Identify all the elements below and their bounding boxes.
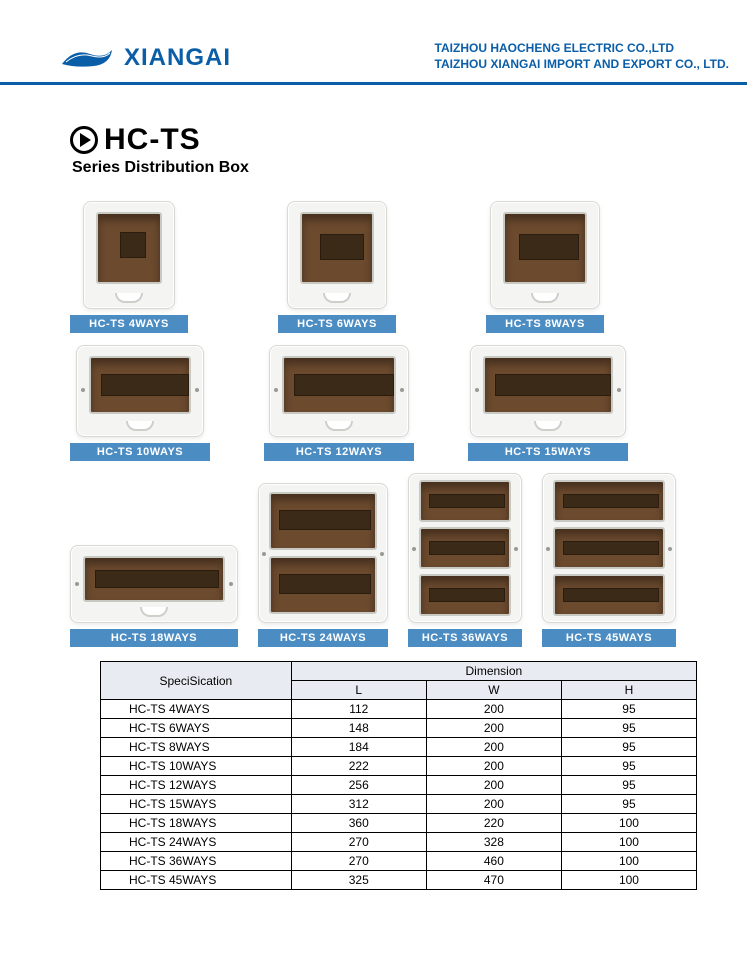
title-block: HC-TS Series Distribution Box <box>0 85 747 183</box>
caption-10ways: HC-TS 10WAYS <box>70 443 210 461</box>
table-row: HC-TS 8WAYS18420095 <box>101 738 697 757</box>
cell-H: 95 <box>561 795 696 814</box>
company-block: TAIZHOU HAOCHENG ELECTRIC CO.,LTD TAIZHO… <box>435 40 729 72</box>
cell-L: 312 <box>291 795 426 814</box>
series-code: HC-TS <box>104 123 201 157</box>
cell-model: HC-TS 8WAYS <box>101 738 292 757</box>
cell-H: 100 <box>561 833 696 852</box>
caption-12ways: HC-TS 12WAYS <box>264 443 414 461</box>
spec-table-wrap: SpeciSication Dimension L W H HC-TS 4WAY… <box>0 647 747 890</box>
cell-W: 200 <box>426 795 561 814</box>
table-row: HC-TS 45WAYS325470100 <box>101 871 697 890</box>
product-12ways: HC-TS 12WAYS <box>264 345 414 461</box>
cell-W: 200 <box>426 757 561 776</box>
play-circle-icon <box>70 126 98 154</box>
col-spec: SpeciSication <box>101 662 292 700</box>
brand: XIANGAI <box>60 44 231 72</box>
cell-W: 200 <box>426 700 561 719</box>
cell-H: 95 <box>561 757 696 776</box>
company-line-2: TAIZHOU XIANGAI IMPORT AND EXPORT CO., L… <box>435 56 729 72</box>
product-4ways: HC-TS 4WAYS <box>70 201 188 333</box>
caption-4ways: HC-TS 4WAYS <box>70 315 188 333</box>
cell-W: 460 <box>426 852 561 871</box>
cell-W: 470 <box>426 871 561 890</box>
cell-model: HC-TS 10WAYS <box>101 757 292 776</box>
col-dimension: Dimension <box>291 662 696 681</box>
cell-W: 220 <box>426 814 561 833</box>
product-6ways: HC-TS 6WAYS <box>278 201 396 333</box>
cell-H: 95 <box>561 776 696 795</box>
table-row: HC-TS 4WAYS11220095 <box>101 700 697 719</box>
col-W: W <box>426 681 561 700</box>
cell-model: HC-TS 15WAYS <box>101 795 292 814</box>
caption-8ways: HC-TS 8WAYS <box>486 315 604 333</box>
company-line-1: TAIZHOU HAOCHENG ELECTRIC CO.,LTD <box>435 40 729 56</box>
caption-24ways: HC-TS 24WAYS <box>258 629 388 647</box>
cell-model: HC-TS 6WAYS <box>101 719 292 738</box>
cell-L: 222 <box>291 757 426 776</box>
cell-model: HC-TS 24WAYS <box>101 833 292 852</box>
cell-model: HC-TS 12WAYS <box>101 776 292 795</box>
cell-L: 112 <box>291 700 426 719</box>
brand-name: XIANGAI <box>124 44 231 72</box>
product-45ways: HC-TS 45WAYS <box>542 473 676 647</box>
cell-L: 148 <box>291 719 426 738</box>
table-row: HC-TS 24WAYS270328100 <box>101 833 697 852</box>
cell-L: 256 <box>291 776 426 795</box>
cell-model: HC-TS 4WAYS <box>101 700 292 719</box>
cell-model: HC-TS 18WAYS <box>101 814 292 833</box>
series-subtitle: Series Distribution Box <box>72 159 747 177</box>
spec-table: SpeciSication Dimension L W H HC-TS 4WAY… <box>100 661 697 890</box>
table-row: HC-TS 10WAYS22220095 <box>101 757 697 776</box>
page-header: XIANGAI TAIZHOU HAOCHENG ELECTRIC CO.,LT… <box>0 0 747 80</box>
cell-H: 95 <box>561 719 696 738</box>
table-row: HC-TS 18WAYS360220100 <box>101 814 697 833</box>
cell-L: 270 <box>291 833 426 852</box>
cell-model: HC-TS 36WAYS <box>101 852 292 871</box>
table-row: HC-TS 36WAYS270460100 <box>101 852 697 871</box>
cell-H: 100 <box>561 814 696 833</box>
table-row: HC-TS 12WAYS25620095 <box>101 776 697 795</box>
caption-15ways: HC-TS 15WAYS <box>468 443 628 461</box>
cell-W: 200 <box>426 776 561 795</box>
table-row: HC-TS 6WAYS14820095 <box>101 719 697 738</box>
brand-logo-icon <box>60 44 114 72</box>
cell-W: 200 <box>426 738 561 757</box>
cell-H: 100 <box>561 871 696 890</box>
col-H: H <box>561 681 696 700</box>
cell-H: 100 <box>561 852 696 871</box>
product-18ways: HC-TS 18WAYS <box>70 545 238 647</box>
table-row: HC-TS 15WAYS31220095 <box>101 795 697 814</box>
product-8ways: HC-TS 8WAYS <box>486 201 604 333</box>
col-L: L <box>291 681 426 700</box>
product-36ways: HC-TS 36WAYS <box>408 473 522 647</box>
caption-18ways: HC-TS 18WAYS <box>70 629 238 647</box>
cell-L: 270 <box>291 852 426 871</box>
product-grid: HC-TS 4WAYS HC-TS 6WAYS HC-TS 8WAYS <box>0 183 747 647</box>
product-15ways: HC-TS 15WAYS <box>468 345 628 461</box>
cell-L: 184 <box>291 738 426 757</box>
cell-L: 325 <box>291 871 426 890</box>
cell-L: 360 <box>291 814 426 833</box>
cell-H: 95 <box>561 700 696 719</box>
caption-6ways: HC-TS 6WAYS <box>278 315 396 333</box>
caption-36ways: HC-TS 36WAYS <box>408 629 522 647</box>
product-24ways: HC-TS 24WAYS <box>258 483 388 647</box>
cell-W: 328 <box>426 833 561 852</box>
cell-model: HC-TS 45WAYS <box>101 871 292 890</box>
cell-H: 95 <box>561 738 696 757</box>
cell-W: 200 <box>426 719 561 738</box>
caption-45ways: HC-TS 45WAYS <box>542 629 676 647</box>
product-10ways: HC-TS 10WAYS <box>70 345 210 461</box>
